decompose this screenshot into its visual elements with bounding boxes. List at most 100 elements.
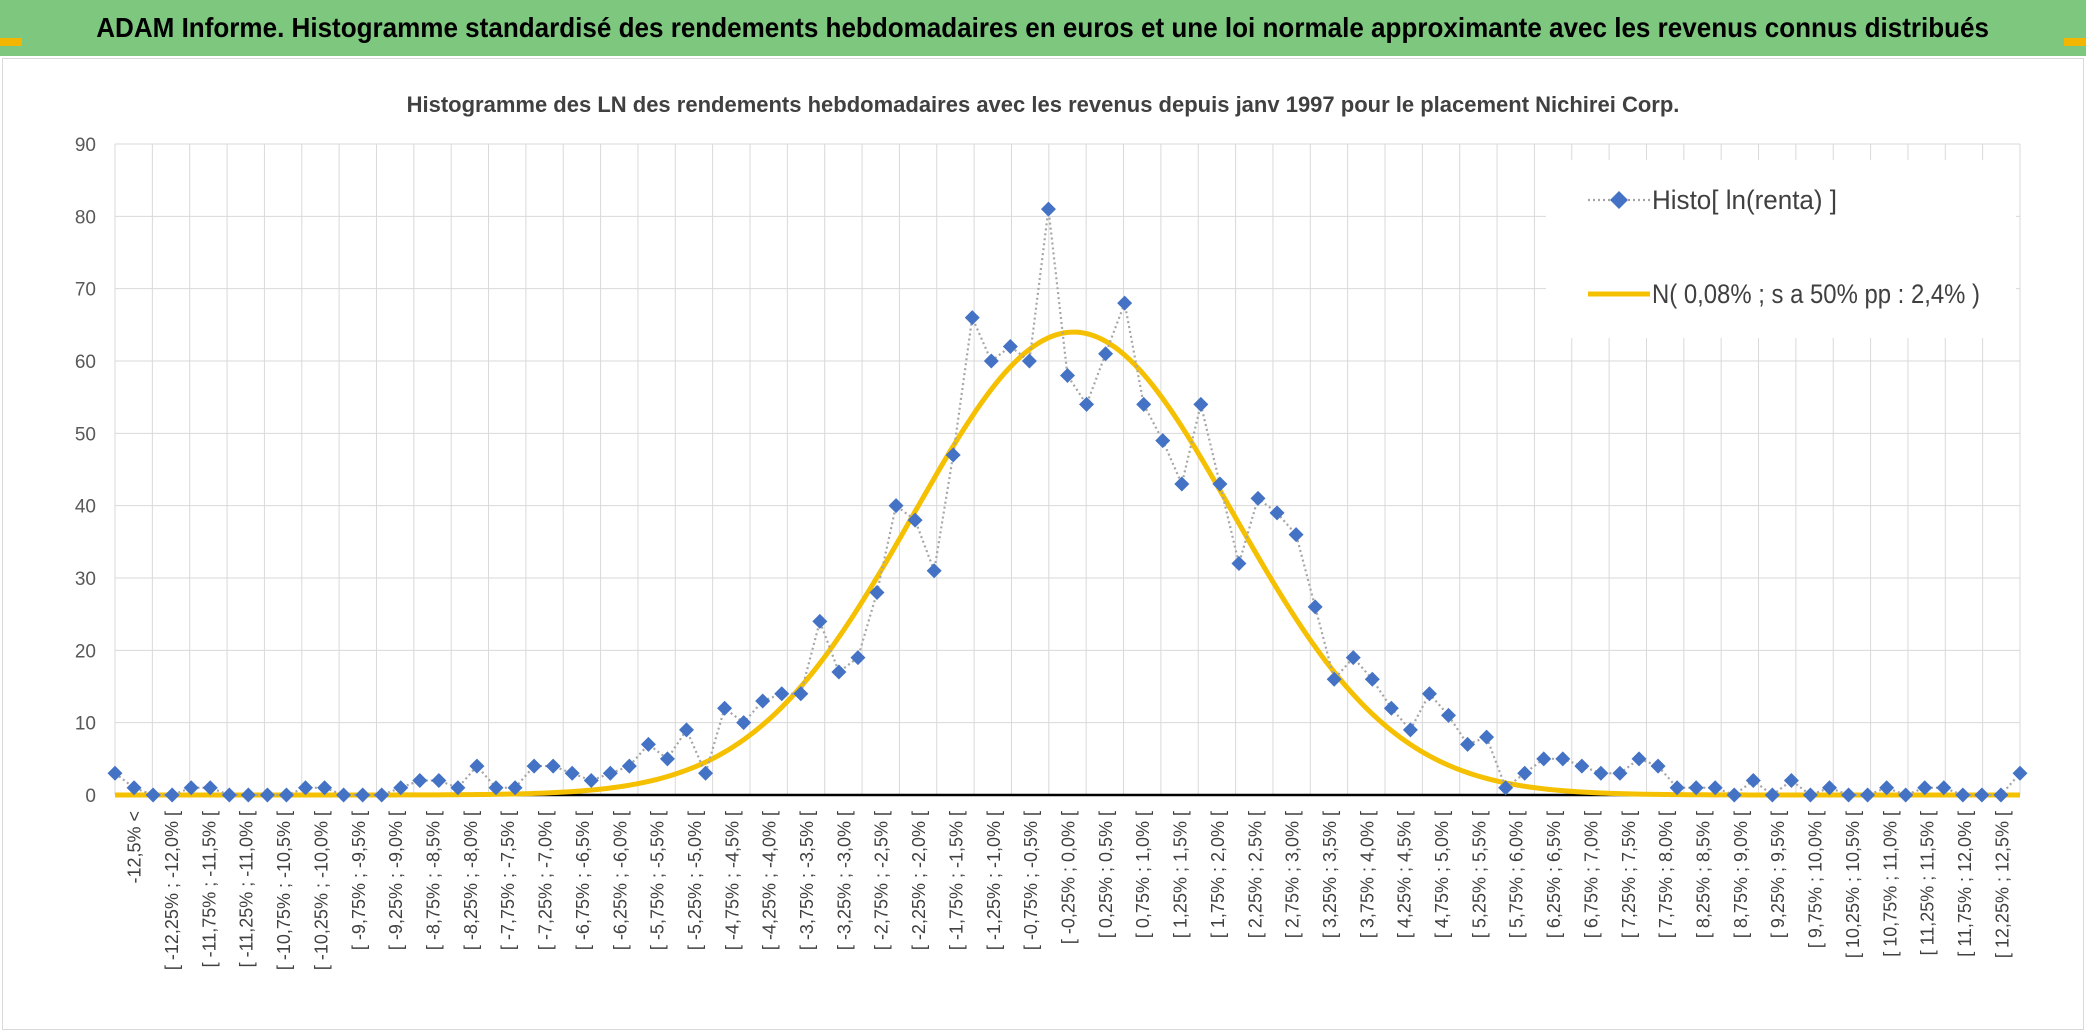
histogram-point: [1650, 758, 1666, 774]
histogram-point: [1231, 556, 1247, 572]
histogram-point: [1764, 787, 1780, 803]
histogram-point: [488, 780, 504, 796]
x-tick-label: [ 9,75% ; 10,0% [: [1806, 811, 1826, 948]
y-tick-label: 10: [75, 714, 96, 735]
normal-curve: [115, 329, 2020, 798]
histogram-point: [1174, 476, 1190, 492]
x-tick-label: [ -6,75% ; -6,5% [: [573, 811, 593, 950]
y-tick-label: 90: [75, 135, 96, 156]
y-tick-label: 50: [75, 424, 96, 445]
x-tick-label: [ 0,25% ; 0,5% [: [1096, 811, 1116, 938]
histogram-point: [1802, 787, 1818, 803]
histogram-point: [564, 765, 580, 781]
x-tick-label: [ 8,25% ; 8,5% [: [1694, 811, 1714, 938]
report-banner: ADAM Informe. Histogramme standardisé de…: [0, 0, 2086, 56]
x-tick-label: [ -5,25% ; -5,0% [: [685, 811, 705, 950]
x-tick-label: [ 10,75% ; 11,0% [: [1880, 811, 1900, 957]
x-tick-label: [ -9,75% ; -9,5% [: [349, 811, 369, 950]
histogram-point: [1117, 295, 1133, 311]
y-tick-label: 30: [75, 569, 96, 590]
legend-histogram-label: Histo[ ln(renta) ]: [1652, 185, 1837, 215]
histogram-point: [1593, 765, 1609, 781]
histogram-point: [1974, 787, 1990, 803]
x-tick-label: [ 0,75% ; 1,0% [: [1133, 811, 1153, 938]
histogram-point: [1688, 780, 1704, 796]
histogram-point: [507, 780, 523, 796]
x-tick-label: [ -1,25% ; -1,0% [: [984, 811, 1004, 950]
histogram-point: [1326, 671, 1342, 687]
histogram-point: [1726, 787, 1742, 803]
accent-bar-left: [0, 38, 22, 46]
x-tick-label: [ 1,25% ; 1,5% [: [1171, 811, 1191, 938]
histogram-point: [945, 447, 961, 463]
y-tick-label: 60: [75, 352, 96, 373]
histogram-point: [1402, 722, 1418, 738]
histogram-point: [1040, 201, 1056, 217]
x-tick-label: [ 2,75% ; 3,0% [: [1283, 811, 1303, 938]
histogram-point: [2012, 765, 2028, 781]
histogram-point: [1136, 396, 1152, 412]
x-tick-label: [ 3,25% ; 3,5% [: [1320, 811, 1340, 938]
histogram-point: [1269, 505, 1285, 521]
x-tick-label: [ -7,75% ; -7,5% [: [498, 811, 518, 950]
histogram-point: [278, 787, 294, 803]
histogram-point: [1079, 396, 1095, 412]
x-tick-label: [ 11,75% ; 12,0% [: [1955, 811, 1975, 957]
x-tick-label: [ -4,75% ; -4,5% [: [722, 811, 742, 950]
histogram-point: [469, 758, 485, 774]
histogram-point: [869, 584, 885, 600]
x-tick-label: [ 4,75% ; 5,0% [: [1432, 811, 1452, 938]
histogram-point: [393, 780, 409, 796]
y-tick-label: 20: [75, 641, 96, 662]
x-tick-label: [ -0,75% ; -0,5% [: [1021, 811, 1041, 950]
histogram-point: [1364, 671, 1380, 687]
x-tick-label: [ 6,25% ; 6,5% [: [1544, 811, 1564, 938]
x-tick-label: -12,5% <: [125, 811, 145, 884]
histogram-point: [145, 787, 161, 803]
histogram-point: [1993, 787, 2009, 803]
histogram-point: [1612, 765, 1628, 781]
histogram-point: [317, 780, 333, 796]
histogram-point: [621, 758, 637, 774]
histogram-point: [1021, 353, 1037, 369]
histogram-point: [1002, 339, 1018, 355]
x-tick-label: [ -2,75% ; -2,5% [: [872, 811, 892, 950]
histogram-point: [1822, 780, 1837, 796]
histogram-point: [964, 310, 980, 326]
histogram-point: [1383, 700, 1399, 716]
histogram-point: [1250, 490, 1266, 506]
x-tick-label: [ -1,75% ; -1,5% [: [946, 811, 966, 950]
chart-title: Histogramme des LN des rendements hebdom…: [407, 92, 1680, 117]
histogram-point: [355, 787, 371, 803]
histogram-point: [831, 664, 847, 680]
histogram-point: [202, 780, 218, 796]
histogram-point: [526, 758, 542, 774]
histogram-point: [183, 780, 199, 796]
x-tick-label: [ -9,25% ; -9,0% [: [386, 811, 406, 950]
histogram-point: [259, 787, 275, 803]
chart-frame: [2, 58, 2084, 1030]
x-tick-label: [ -4,25% ; -4,0% [: [760, 811, 780, 950]
x-tick-label: [ -5,75% ; -5,5% [: [648, 811, 668, 950]
x-tick-label: [ 8,75% ; 9,0% [: [1731, 811, 1751, 938]
x-tick-label: [ -8,75% ; -8,5% [: [424, 811, 444, 950]
histogram-point: [1917, 780, 1933, 796]
histogram-point: [1536, 751, 1552, 767]
histogram-point: [755, 693, 771, 709]
histogram-point: [1098, 346, 1114, 362]
histogram-point: [298, 780, 313, 796]
y-tick-label: 70: [75, 280, 96, 301]
histogram-point: [336, 787, 352, 803]
x-tick-label: [ 12,25% ; 12,5% [: [1992, 811, 2012, 958]
histogram-point: [1555, 751, 1571, 767]
histogram-point: [240, 787, 256, 803]
histogram-point: [1936, 780, 1952, 796]
histogram-point: [164, 787, 180, 803]
histogram-point: [888, 498, 904, 514]
histogram-point: [1517, 765, 1533, 781]
x-tick-label: [ 5,75% ; 6,0% [: [1507, 811, 1527, 938]
histogram-point: [1155, 433, 1171, 449]
y-tick-label: 0: [85, 786, 96, 807]
histogram-point: [126, 780, 142, 796]
